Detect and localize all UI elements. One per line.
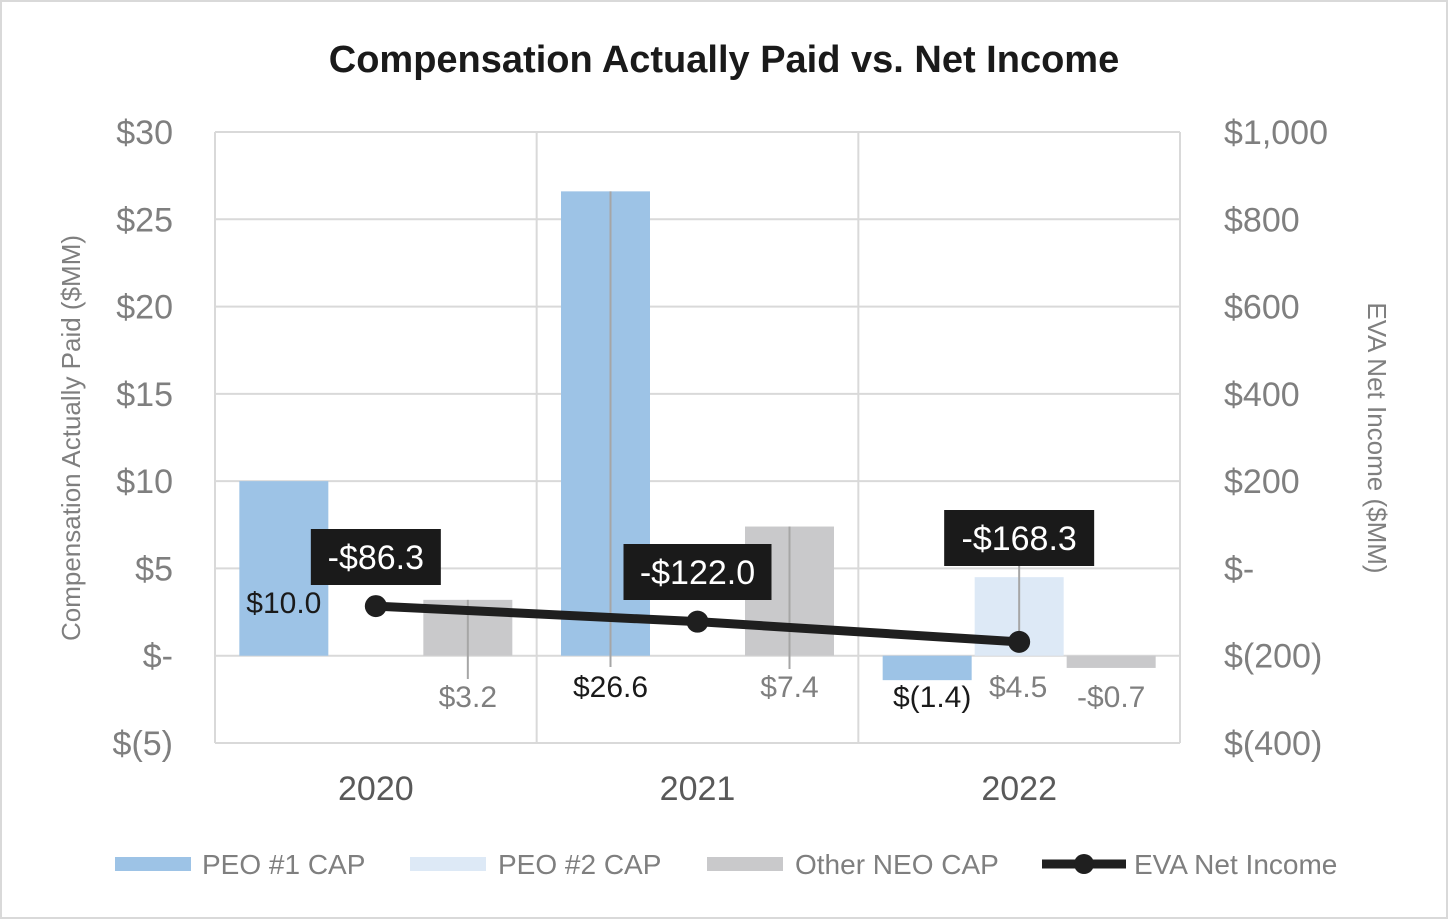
callout-box bbox=[623, 544, 772, 600]
category-label: 2021 bbox=[660, 770, 736, 808]
bar bbox=[1066, 655, 1156, 668]
bar-series bbox=[239, 191, 1156, 681]
data-label: $7.4 bbox=[760, 671, 818, 704]
data-labels: $10.0 $26.6 $(1.4) $4.5 $3.2 $7.4 -$0.7 bbox=[246, 587, 1145, 714]
right-tick-label: $(400) bbox=[1224, 725, 1322, 763]
category-label: 2022 bbox=[981, 770, 1057, 808]
left-tick-label: $- bbox=[143, 638, 173, 676]
eva-point bbox=[1008, 630, 1031, 653]
left-tick-label: $10 bbox=[116, 463, 173, 501]
data-label: $(1.4) bbox=[893, 681, 971, 714]
right-tick-label: $200 bbox=[1224, 463, 1300, 501]
right-tick-label: $400 bbox=[1224, 376, 1300, 414]
y-axis-label: Compensation Actually Paid ($MM) bbox=[56, 235, 86, 641]
left-tick-label: $(5) bbox=[113, 725, 173, 763]
eva-point bbox=[364, 595, 387, 618]
legend-label: PEO #2 CAP bbox=[498, 849, 661, 880]
left-tick-label: $5 bbox=[135, 550, 173, 588]
legend-label: Other NEO CAP bbox=[795, 849, 999, 880]
legend-label: EVA Net Income bbox=[1134, 849, 1337, 880]
left-tick-label: $30 bbox=[116, 114, 173, 152]
legend-label: PEO #1 CAP bbox=[202, 849, 365, 880]
data-label: $26.6 bbox=[573, 671, 648, 704]
callout-box bbox=[944, 510, 1095, 566]
legend-marker bbox=[1074, 854, 1094, 874]
right-tick-label: $(200) bbox=[1224, 638, 1322, 676]
data-label: $10.0 bbox=[246, 587, 321, 620]
left-tick-label: $15 bbox=[116, 376, 173, 414]
left-tick-label: $25 bbox=[116, 201, 173, 239]
eva-point bbox=[686, 610, 709, 633]
line-callouts: -$86.3 -$122.0 -$168.3 bbox=[310, 510, 1095, 600]
label-leader-lines bbox=[466, 191, 1021, 679]
y2-axis-label: EVA Net Income ($MM) bbox=[1362, 302, 1392, 573]
category-axis-labels: 2020 2021 2022 bbox=[338, 770, 1057, 808]
callout-label: -$168.3 bbox=[962, 520, 1077, 558]
legend-swatch bbox=[707, 857, 783, 871]
legend-swatch bbox=[115, 857, 191, 871]
callout-label: -$122.0 bbox=[640, 554, 755, 592]
left-tick-label: $20 bbox=[116, 289, 173, 327]
chart-title: Compensation Actually Paid vs. Net Incom… bbox=[329, 39, 1119, 81]
category-label: 2020 bbox=[338, 770, 414, 808]
callout-box bbox=[310, 529, 441, 585]
line-series bbox=[364, 595, 1031, 653]
data-label: $3.2 bbox=[439, 681, 497, 714]
data-label: -$0.7 bbox=[1077, 681, 1145, 714]
legend-swatch bbox=[410, 857, 486, 871]
right-tick-label: $- bbox=[1224, 550, 1254, 588]
legend: PEO #1 CAP PEO #2 CAP Other NEO CAP EVA Net… bbox=[115, 849, 1337, 880]
right-tick-label: $600 bbox=[1224, 289, 1300, 327]
left-axis-ticks: $30 $25 $20 $15 $10 $5 $- $(5) bbox=[113, 114, 173, 763]
bar bbox=[882, 655, 972, 681]
right-axis-ticks: $1,000 $800 $600 $400 $200 $- $(200) $(400) bbox=[1224, 114, 1328, 763]
data-label: $4.5 bbox=[989, 671, 1047, 704]
right-tick-label: $800 bbox=[1224, 201, 1300, 239]
right-tick-label: $1,000 bbox=[1224, 114, 1328, 152]
callout-label: -$86.3 bbox=[328, 539, 424, 577]
